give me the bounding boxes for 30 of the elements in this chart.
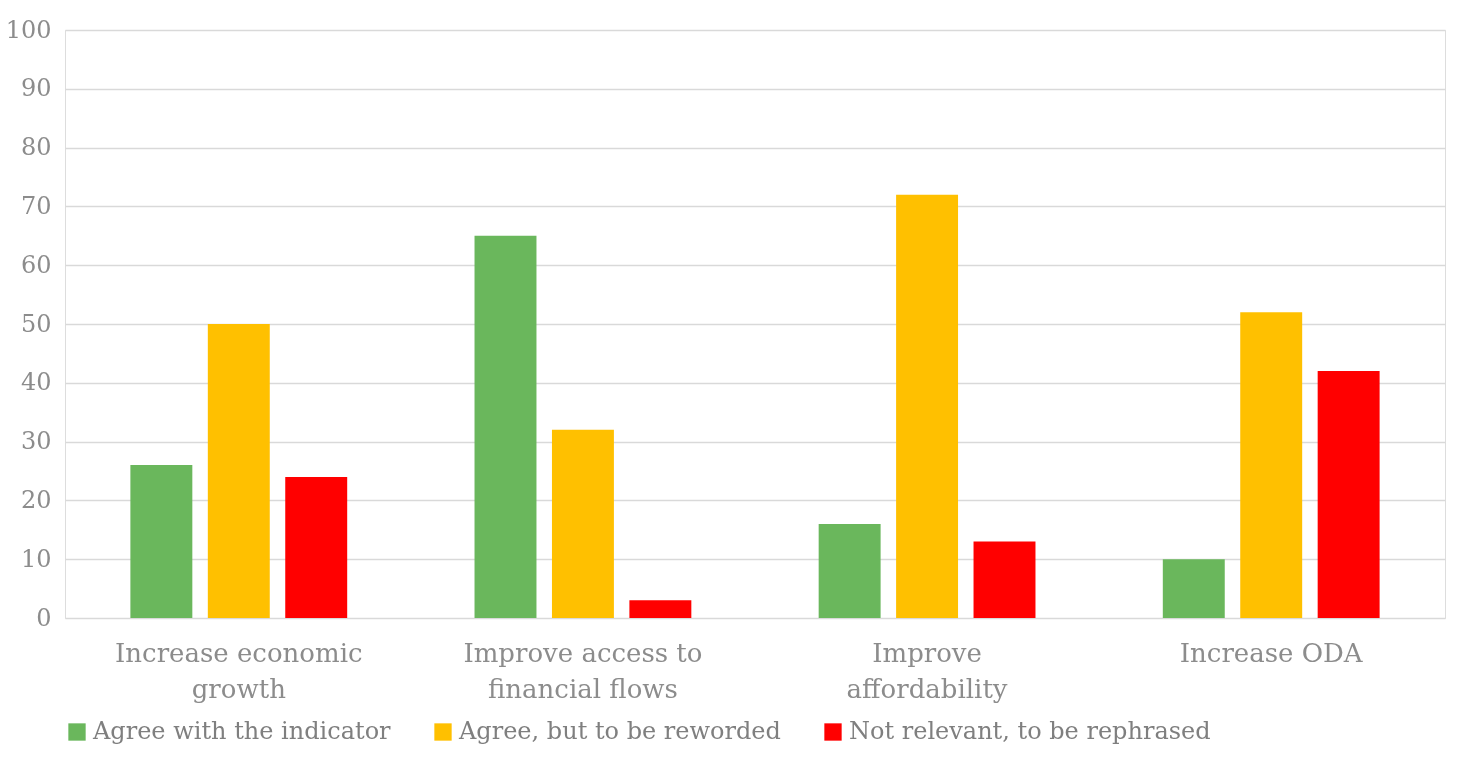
y-tick-label: 60 bbox=[20, 250, 52, 279]
x-tick-label: Increase economic growth bbox=[115, 637, 363, 704]
bar bbox=[285, 476, 348, 618]
bar bbox=[1162, 559, 1225, 618]
bar bbox=[1317, 371, 1380, 618]
y-tick-label: 80 bbox=[20, 133, 52, 162]
bar bbox=[973, 541, 1036, 618]
legend-label: Agree, but to be reworded bbox=[458, 717, 781, 745]
legend-label: Agree with the indicator bbox=[92, 717, 392, 745]
bar bbox=[1240, 312, 1303, 618]
y-tick-label: 70 bbox=[20, 191, 52, 220]
x-tick-label: Improve affordability bbox=[846, 637, 1008, 704]
bar bbox=[629, 600, 692, 618]
y-tick-label: 40 bbox=[20, 368, 52, 397]
bar bbox=[818, 523, 881, 618]
bar bbox=[207, 324, 270, 618]
x-tick-label: Increase ODA bbox=[1179, 637, 1364, 668]
y-tick-label: 90 bbox=[20, 74, 52, 103]
bar bbox=[130, 465, 193, 618]
y-tick-label: 30 bbox=[20, 427, 52, 456]
legend-label: Not relevant, to be rephrased bbox=[849, 717, 1211, 745]
y-tick-label: 10 bbox=[20, 544, 52, 573]
bar bbox=[551, 429, 614, 618]
y-tick-label: 0 bbox=[36, 603, 52, 632]
x-tick-label: Improve access to financial flows bbox=[463, 637, 703, 704]
bar bbox=[474, 235, 537, 618]
y-tick-label: 50 bbox=[20, 309, 52, 338]
bar bbox=[896, 194, 959, 618]
y-tick-label: 20 bbox=[20, 485, 52, 514]
y-tick-label: 100 bbox=[5, 15, 52, 44]
